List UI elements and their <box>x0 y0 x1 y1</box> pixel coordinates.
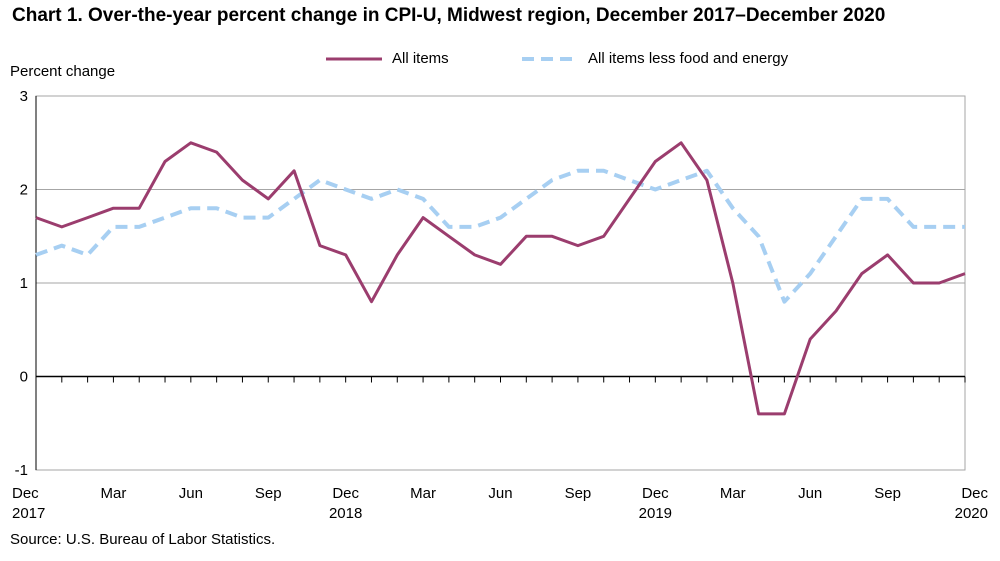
legend-swatch-all-items <box>326 57 382 60</box>
y-tick-label: 1 <box>20 275 28 292</box>
y-tick-label: 2 <box>20 182 28 199</box>
x-tick-label: Jun <box>488 485 512 502</box>
legend-label-all-items: All items <box>392 50 449 67</box>
x-tick-year-label: 2020 <box>955 505 988 522</box>
series-line-core <box>35 168 965 304</box>
x-tick-label: Dec <box>332 485 359 502</box>
y-tick-label: 0 <box>20 369 28 386</box>
x-tick-label: Dec <box>642 485 669 502</box>
legend-label-core: All items less food and energy <box>588 50 789 67</box>
chart-title: Chart 1. Over-the-year percent change in… <box>12 5 886 26</box>
legend-item-all-items: All items <box>326 50 449 67</box>
x-tick-year-label: 2019 <box>639 505 672 522</box>
source-note: Source: U.S. Bureau of Labor Statistics. <box>10 531 276 548</box>
x-tick-label: Sep <box>565 485 592 502</box>
y-tick-label: 3 <box>20 88 28 105</box>
y-axis-label: Percent change <box>10 63 116 80</box>
x-tick-label: Mar <box>720 485 746 502</box>
legend-swatch-core <box>522 56 578 61</box>
x-tick-label: Sep <box>255 485 282 502</box>
series-line-all-items <box>35 141 966 416</box>
x-tick-label: Mar <box>410 485 436 502</box>
x-tick-label: Dec <box>12 485 39 502</box>
y-tick-label: -1 <box>15 462 28 479</box>
legend-item-core: All items less food and energy <box>522 50 788 67</box>
x-tick-label: Dec <box>961 485 988 502</box>
x-tick-label: Jun <box>798 485 822 502</box>
x-tick-year-label: 2017 <box>12 505 45 522</box>
x-tick-label: Jun <box>179 485 203 502</box>
x-tick-label: Sep <box>874 485 901 502</box>
legend: All items All items less food and energy <box>0 50 1000 74</box>
x-tick-label: Mar <box>100 485 126 502</box>
x-tick-year-label: 2018 <box>329 505 362 522</box>
